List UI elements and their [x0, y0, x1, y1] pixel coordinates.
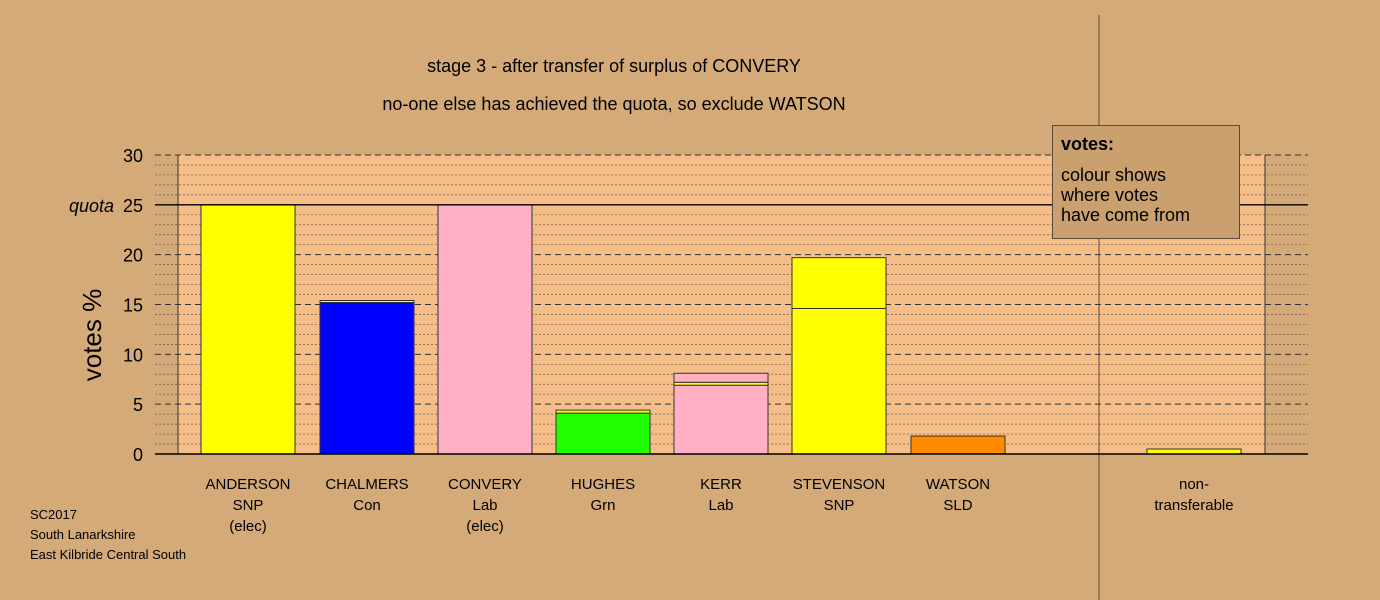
category-label: (elec) — [466, 518, 504, 535]
category-label: Lab — [708, 497, 733, 514]
legend-line: colour shows — [1061, 165, 1167, 185]
y-tick-label: 15 — [123, 296, 143, 316]
category-label: SLD — [943, 497, 972, 514]
category-label: (elec) — [229, 518, 267, 535]
chart-title: stage 3 - after transfer of surplus of C… — [427, 56, 801, 76]
y-tick-label: 25 — [123, 196, 143, 216]
category-label: CONVERY — [448, 476, 522, 493]
y-tick-label: 0 — [133, 445, 143, 465]
bar-segment — [555, 412, 651, 455]
legend-line: have come from — [1061, 205, 1191, 225]
bar-segment — [791, 307, 887, 455]
bar-segment — [673, 384, 769, 455]
legend: votes: colour shows where votes have com… — [1052, 125, 1240, 239]
category-label: SNP — [233, 497, 264, 514]
y-axis-label: votes % — [77, 289, 107, 382]
legend-title: votes: — [1061, 134, 1115, 154]
bar-segment — [555, 409, 651, 414]
bar-segment — [910, 435, 1006, 455]
bar-segment — [200, 204, 296, 455]
category-label: transferable — [1154, 497, 1233, 514]
source-line: East Kilbride Central South — [30, 547, 187, 562]
y-tick-label: 10 — [123, 345, 143, 365]
source-line: South Lanarkshire — [30, 527, 136, 542]
bar-segment — [319, 300, 415, 304]
quota-label: quota — [69, 196, 114, 216]
y-tick-label: 30 — [123, 146, 143, 166]
bar-segment — [673, 372, 769, 383]
category-label: WATSON — [926, 476, 990, 493]
category-label: SNP — [824, 497, 855, 514]
category-label: HUGHES — [571, 476, 635, 493]
bar-segment — [791, 257, 887, 309]
category-label: Grn — [590, 497, 615, 514]
y-tick-label: 20 — [123, 246, 143, 266]
category-label: Lab — [472, 497, 497, 514]
category-label: CHALMERS — [325, 476, 408, 493]
legend-line: where votes — [1061, 185, 1159, 205]
y-tick-label: 5 — [133, 395, 143, 415]
category-label: Con — [353, 497, 381, 514]
bar-segment — [437, 204, 533, 455]
bar-segment — [319, 302, 415, 455]
chart-subtitle: no-one else has achieved the quota, so e… — [382, 94, 845, 114]
category-label: non- — [1179, 476, 1209, 493]
category-label: ANDERSON — [205, 476, 290, 493]
category-label: KERR — [700, 476, 742, 493]
category-label: STEVENSON — [793, 476, 886, 493]
source-line: SC2017 — [30, 507, 77, 522]
